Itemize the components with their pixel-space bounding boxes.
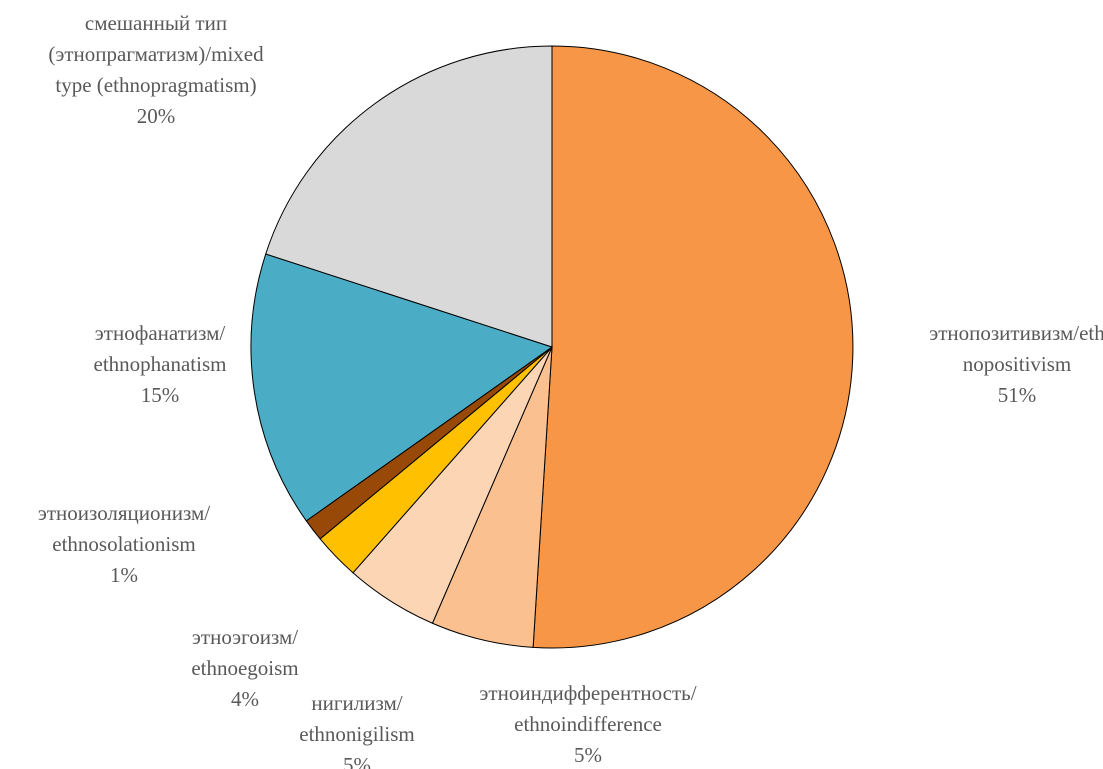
- slice-percent-3: 4%: [231, 687, 259, 711]
- pie-slice-6: [265, 45, 553, 348]
- slice-label-line-1-0: этноиндифферентность/: [479, 681, 696, 705]
- slice-label-line-6-1: (этнопрагматизм)/mixed: [48, 42, 264, 66]
- slice-label-line-0-1: nopositivism: [963, 352, 1072, 376]
- slice-label-line-2-0: нигилизм/: [311, 691, 402, 715]
- slice-label-4: этноизоляционизм/ethnosolationism 1%: [38, 501, 210, 587]
- slice-percent-1: 5%: [574, 743, 602, 767]
- slice-label-2: нигилизм/ethnonigilism 5%: [299, 691, 415, 769]
- slice-label-line-3-0: этноэгоизм/: [192, 625, 298, 649]
- slice-label-line-0-0: этнопозитивизм/eth: [929, 321, 1103, 345]
- slice-label-line-4-1: ethnosolationism: [52, 532, 196, 556]
- slice-label-line-6-0: смешанный тип: [85, 11, 227, 35]
- pie-labels: этнопозитивизм/eth nopositivism 51% этноинд…: [38, 11, 1103, 769]
- slice-label-line-3-1: ethnoegoism: [191, 656, 298, 680]
- slice-label-line-6-2: type (ethnopragmatism): [55, 73, 256, 97]
- slice-label-0: этнопозитивизм/eth nopositivism 51%: [929, 321, 1103, 407]
- slice-label-line-5-1: ethnophanatism: [94, 352, 227, 376]
- slice-label-3: этноэгоизм/ethnoegoism 4%: [191, 625, 298, 711]
- slice-percent-0: 51%: [998, 383, 1037, 407]
- slice-label-line-5-0: этнофанатизм/: [95, 321, 226, 345]
- slice-label-6: смешанный тип (этнопрагматизм)/mixed type …: [48, 11, 264, 128]
- slice-label-line-4-0: этноизоляционизм/: [38, 501, 210, 525]
- slice-percent-6: 20%: [137, 104, 176, 128]
- slice-label-5: этнофанатизм/ethnophanatism 15%: [94, 321, 227, 407]
- slice-label-line-1-1: ethnoindifference: [514, 712, 662, 736]
- slice-percent-4: 1%: [110, 563, 138, 587]
- pie-slices: [250, 45, 854, 649]
- pie-slice-0: [532, 45, 854, 649]
- slice-percent-5: 15%: [141, 383, 180, 407]
- slice-label-line-2-1: ethnonigilism: [299, 722, 415, 746]
- slice-percent-2: 5%: [343, 753, 371, 769]
- pie-slice-5: [250, 253, 554, 522]
- slice-label-1: этноиндифферентность/ethnoindifference 5%: [479, 681, 696, 767]
